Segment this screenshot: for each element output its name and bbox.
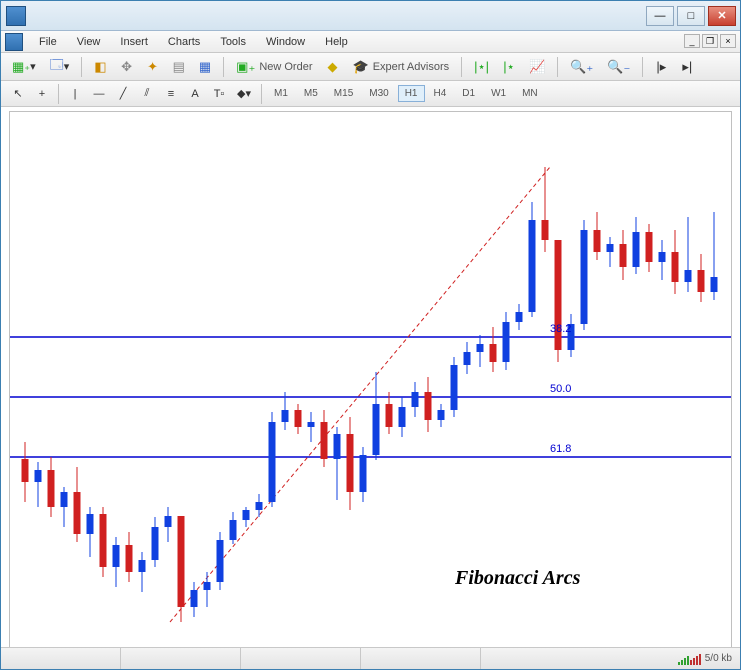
market-watch-button[interactable]: ◧: [89, 56, 111, 78]
strategy-tester-button[interactable]: ▦: [194, 56, 216, 78]
menu-file[interactable]: File: [29, 33, 67, 51]
app-window: — □ ✕ File View Insert Charts Tools Wind…: [0, 0, 741, 670]
annotation-text: Fibonacci Arcs: [455, 567, 580, 590]
chart-area[interactable]: 38.2 50.0 61.8 Fibonacci Arcs: [9, 111, 732, 648]
menu-window[interactable]: Window: [256, 33, 315, 51]
status-segment: [241, 648, 361, 669]
expert-advisors-label: Expert Advisors: [373, 61, 449, 73]
terminal-button[interactable]: ▤: [168, 56, 190, 78]
connection-status[interactable]: 5/0 kb: [670, 653, 740, 665]
timeframe-m30[interactable]: M30: [362, 85, 395, 102]
fib-level-label: 61.8: [550, 443, 571, 455]
menu-insert[interactable]: Insert: [110, 33, 158, 51]
profiles-button[interactable]: 🗔▾: [45, 56, 75, 78]
text-label-tool[interactable]: T▫: [208, 83, 230, 105]
horizontal-line-tool[interactable]: —: [88, 83, 110, 105]
timeframe-m15[interactable]: M15: [327, 85, 360, 102]
main-toolbar: ▦₊▾ 🗔▾ ◧ ✥ ✦ ▤ ▦ ▣₊New Order ◆ 🎓Expert A…: [1, 53, 740, 81]
text-tool[interactable]: A: [184, 83, 206, 105]
timeframe-m1[interactable]: M1: [267, 85, 295, 102]
app-icon-small: [5, 33, 23, 51]
autoscroll-button[interactable]: |▸: [650, 56, 672, 78]
statusbar: 5/0 kb: [1, 647, 740, 669]
data-window-button[interactable]: ✦: [142, 56, 164, 78]
maximize-button[interactable]: □: [677, 6, 705, 26]
cursor-tool[interactable]: ↖: [7, 83, 29, 105]
fib-level-label: 50.0: [550, 383, 571, 395]
app-icon: [6, 6, 26, 26]
menu-help[interactable]: Help: [315, 33, 358, 51]
timeframe-w1[interactable]: W1: [484, 85, 513, 102]
new-order-label: New Order: [259, 61, 312, 73]
timeframe-d1[interactable]: D1: [455, 85, 482, 102]
mdi-minimize-button[interactable]: _: [684, 34, 700, 48]
mdi-close-button[interactable]: ×: [720, 34, 736, 48]
timeframe-m5[interactable]: M5: [297, 85, 325, 102]
timeframe-bar: M1M5M15M30H1H4D1W1MN: [267, 85, 545, 102]
chart-shift-button[interactable]: ▸|: [676, 56, 698, 78]
shapes-tool[interactable]: ◆▾: [232, 83, 256, 105]
mdi-restore-button[interactable]: ❐: [702, 34, 718, 48]
timeframe-h1[interactable]: H1: [398, 85, 425, 102]
navigator-button[interactable]: ✥: [116, 56, 138, 78]
zoom-in-button[interactable]: 🔍₊: [565, 56, 598, 78]
zoom-out-button[interactable]: 🔍₋: [602, 56, 635, 78]
titlebar[interactable]: — □ ✕: [1, 1, 740, 31]
channel-tool[interactable]: ⫽: [136, 83, 158, 105]
chart-canvas: [10, 112, 732, 648]
status-segment: [361, 648, 481, 669]
trendline-tool[interactable]: ╱: [112, 83, 134, 105]
vertical-line-tool[interactable]: |: [64, 83, 86, 105]
periodicity-button[interactable]: |⋆: [498, 56, 520, 78]
fibonacci-tool[interactable]: ≡: [160, 83, 182, 105]
timeframe-h4[interactable]: H4: [427, 85, 454, 102]
new-chart-button[interactable]: ▦₊▾: [7, 56, 41, 78]
new-order-button[interactable]: ▣₊New Order: [231, 56, 317, 78]
connection-text: 5/0 kb: [705, 653, 732, 664]
status-segment: [1, 648, 121, 669]
menubar: File View Insert Charts Tools Window Hel…: [1, 31, 740, 53]
templates-button[interactable]: 📈: [524, 56, 550, 78]
close-button[interactable]: ✕: [708, 6, 736, 26]
indicators-button[interactable]: |⋆|: [469, 56, 494, 78]
expert-advisors-button[interactable]: 🎓Expert Advisors: [348, 56, 455, 78]
timeframe-mn[interactable]: MN: [515, 85, 545, 102]
menu-view[interactable]: View: [67, 33, 111, 51]
menu-tools[interactable]: Tools: [210, 33, 256, 51]
fib-level-label: 38.2: [550, 323, 571, 335]
signal-bars-icon: [678, 653, 701, 665]
metaeditor-button[interactable]: ◆: [322, 56, 344, 78]
crosshair-tool[interactable]: +: [31, 83, 53, 105]
menu-charts[interactable]: Charts: [158, 33, 210, 51]
minimize-button[interactable]: —: [646, 6, 674, 26]
status-segment: [121, 648, 241, 669]
drawing-toolbar: ↖ + | — ╱ ⫽ ≡ A T▫ ◆▾ M1M5M15M30H1H4D1W1…: [1, 81, 740, 107]
